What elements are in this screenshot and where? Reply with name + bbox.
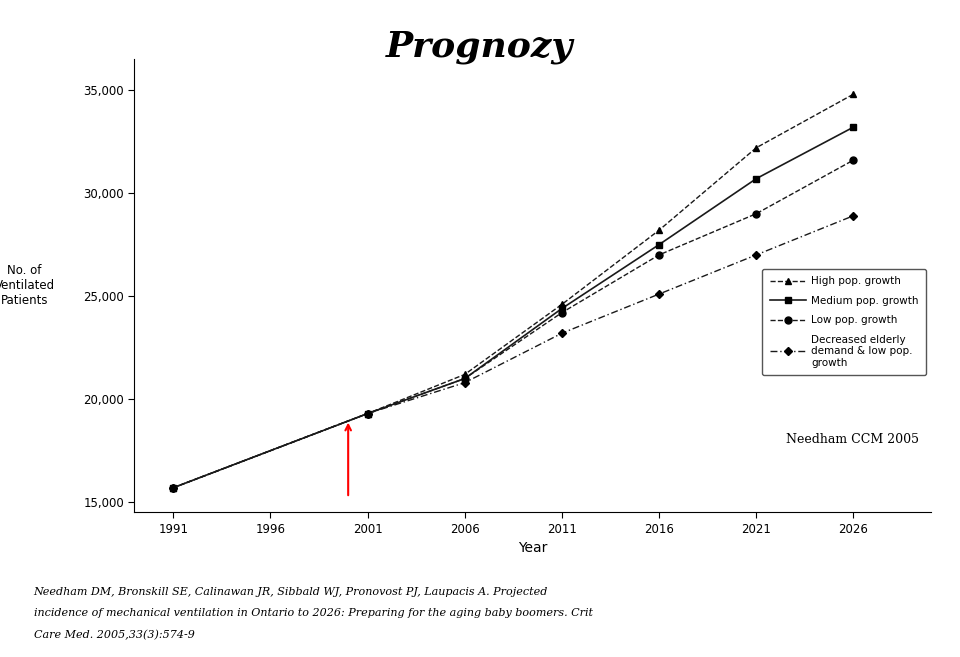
Decreased elderly
demand & low pop.
growth	[848, 212, 859, 219]
Decreased elderly
demand & low pop.
growth	[362, 409, 373, 417]
Line: Low pop. growth: Low pop. growth	[170, 156, 857, 491]
Line: High pop. growth: High pop. growth	[170, 91, 857, 491]
High pop. growth	[654, 226, 665, 234]
Decreased elderly
demand & low pop.
growth	[556, 329, 567, 337]
Low pop. growth	[654, 251, 665, 259]
Text: No. of
Ventilated
Patients: No. of Ventilated Patients	[0, 264, 55, 307]
High pop. growth	[751, 144, 762, 152]
Low pop. growth	[167, 484, 179, 491]
Medium pop. growth	[556, 305, 567, 313]
Legend: High pop. growth, Medium pop. growth, Low pop. growth, Decreased elderly
demand : High pop. growth, Medium pop. growth, Lo…	[762, 269, 926, 375]
Medium pop. growth	[751, 175, 762, 183]
Text: Prognozy: Prognozy	[386, 30, 574, 64]
Low pop. growth	[556, 309, 567, 317]
Line: Decreased elderly
demand & low pop.
growth: Decreased elderly demand & low pop. grow…	[171, 213, 856, 491]
Decreased elderly
demand & low pop.
growth	[167, 484, 179, 491]
Low pop. growth	[459, 374, 470, 382]
X-axis label: Year: Year	[518, 541, 547, 555]
Line: Medium pop. growth: Medium pop. growth	[170, 124, 857, 491]
High pop. growth	[167, 484, 179, 491]
Text: Needham DM, Bronskill SE, Calinawan JR, Sibbald WJ, Pronovost PJ, Laupacis A. Pr: Needham DM, Bronskill SE, Calinawan JR, …	[34, 587, 548, 597]
Low pop. growth	[751, 210, 762, 217]
High pop. growth	[362, 409, 373, 417]
Medium pop. growth	[167, 484, 179, 491]
High pop. growth	[459, 371, 470, 378]
Decreased elderly
demand & low pop.
growth	[654, 290, 665, 298]
Medium pop. growth	[459, 374, 470, 382]
High pop. growth	[848, 90, 859, 98]
Text: Care Med. 2005,33(3):574-9: Care Med. 2005,33(3):574-9	[34, 630, 195, 641]
Medium pop. growth	[654, 240, 665, 248]
Text: Needham CCM 2005: Needham CCM 2005	[786, 433, 920, 446]
Decreased elderly
demand & low pop.
growth	[751, 251, 762, 259]
Low pop. growth	[362, 409, 373, 417]
Medium pop. growth	[362, 409, 373, 417]
Medium pop. growth	[848, 124, 859, 131]
Low pop. growth	[848, 156, 859, 164]
High pop. growth	[556, 300, 567, 308]
Decreased elderly
demand & low pop.
growth	[459, 378, 470, 386]
Text: incidence of mechanical ventilation in Ontario to 2026: Preparing for the aging : incidence of mechanical ventilation in O…	[34, 608, 592, 618]
